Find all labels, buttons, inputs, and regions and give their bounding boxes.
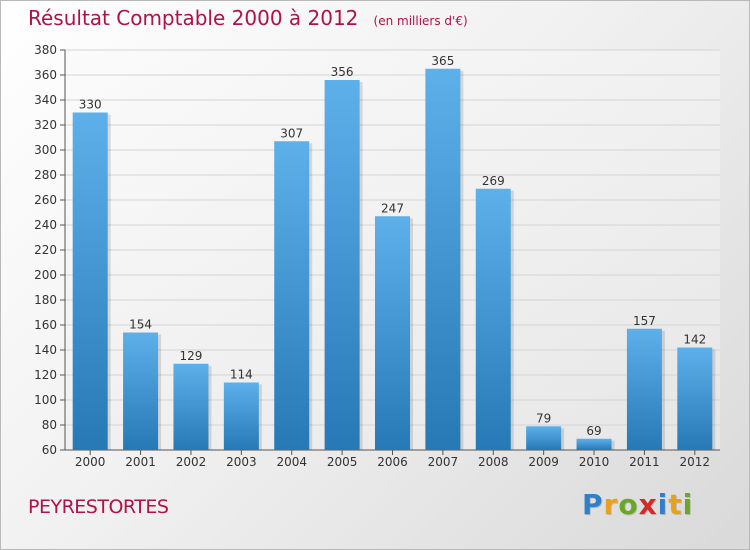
x-tick-label: 2010 (579, 455, 610, 469)
x-tick-label: 2002 (176, 455, 207, 469)
bar-2002 (173, 363, 209, 450)
x-tick-label: 2009 (528, 455, 559, 469)
y-tick-label: 120 (34, 368, 57, 382)
x-tick-label: 2008 (478, 455, 509, 469)
bar-2003 (223, 382, 259, 450)
data-label: 157 (633, 314, 656, 328)
y-tick-label: 60 (42, 443, 57, 457)
y-tick-label: 360 (34, 68, 57, 82)
logo-letter: o (618, 488, 639, 521)
data-label: 129 (180, 349, 203, 363)
y-tick-label: 100 (34, 393, 57, 407)
bar-2006 (375, 216, 410, 450)
bar-2000 (72, 112, 108, 450)
x-tick-label: 2001 (125, 455, 156, 469)
data-label: 247 (381, 201, 404, 215)
x-tick-label: 2006 (377, 455, 408, 469)
y-tick-label: 140 (34, 343, 57, 357)
bar-2011 (626, 328, 662, 450)
data-label: 356 (331, 65, 354, 79)
y-tick-label: 340 (34, 93, 57, 107)
logo-letter: t (668, 488, 683, 521)
logo-letter: x (638, 488, 658, 521)
x-tick-label: 2004 (276, 455, 307, 469)
y-tick-label: 160 (34, 318, 57, 332)
commune-name: PEYRESTORTES (28, 496, 169, 518)
bar-2012 (677, 347, 713, 450)
data-label: 154 (129, 318, 152, 332)
y-tick-label: 240 (34, 218, 57, 232)
bar-2007 (425, 68, 461, 450)
x-tick-label: 2007 (428, 455, 459, 469)
data-label: 114 (230, 368, 253, 382)
data-label: 69 (586, 424, 601, 438)
y-tick-label: 320 (34, 118, 57, 132)
x-tick-label: 2011 (629, 455, 660, 469)
y-tick-label: 300 (34, 143, 57, 157)
data-label: 307 (280, 126, 303, 140)
logo-letter: i (682, 488, 694, 521)
data-label: 142 (683, 333, 706, 347)
bar-2010 (576, 438, 612, 450)
logo-letter: P (582, 488, 604, 521)
data-label: 365 (431, 54, 454, 68)
x-tick-label: 2005 (327, 455, 358, 469)
bar-2009 (526, 426, 562, 450)
title-row: Résultat Comptable 2000 à 2012 (en milli… (28, 6, 468, 30)
proxiti-logo: Proxiti (582, 488, 693, 521)
data-label: 269 (482, 174, 505, 188)
bar-2001 (123, 332, 159, 450)
data-label: 79 (536, 411, 551, 425)
y-tick-label: 380 (34, 43, 57, 57)
x-tick-label: 2003 (226, 455, 257, 469)
logo-letter: i (657, 488, 669, 521)
y-tick-label: 280 (34, 168, 57, 182)
chart-subtitle: (en milliers d'€) (373, 14, 468, 28)
y-tick-label: 180 (34, 293, 57, 307)
bar-2008 (475, 188, 511, 450)
y-tick-label: 260 (34, 193, 57, 207)
y-tick-label: 220 (34, 243, 57, 257)
y-tick-label: 80 (42, 418, 57, 432)
logo-letter: r (603, 488, 619, 521)
chart-title: Résultat Comptable 2000 à 2012 (28, 6, 359, 30)
bar-2005 (324, 80, 360, 450)
x-tick-label: 2012 (680, 455, 711, 469)
x-tick-label: 2000 (75, 455, 106, 469)
y-tick-label: 200 (34, 268, 57, 282)
data-label: 330 (79, 98, 102, 112)
bar-2004 (274, 141, 310, 450)
